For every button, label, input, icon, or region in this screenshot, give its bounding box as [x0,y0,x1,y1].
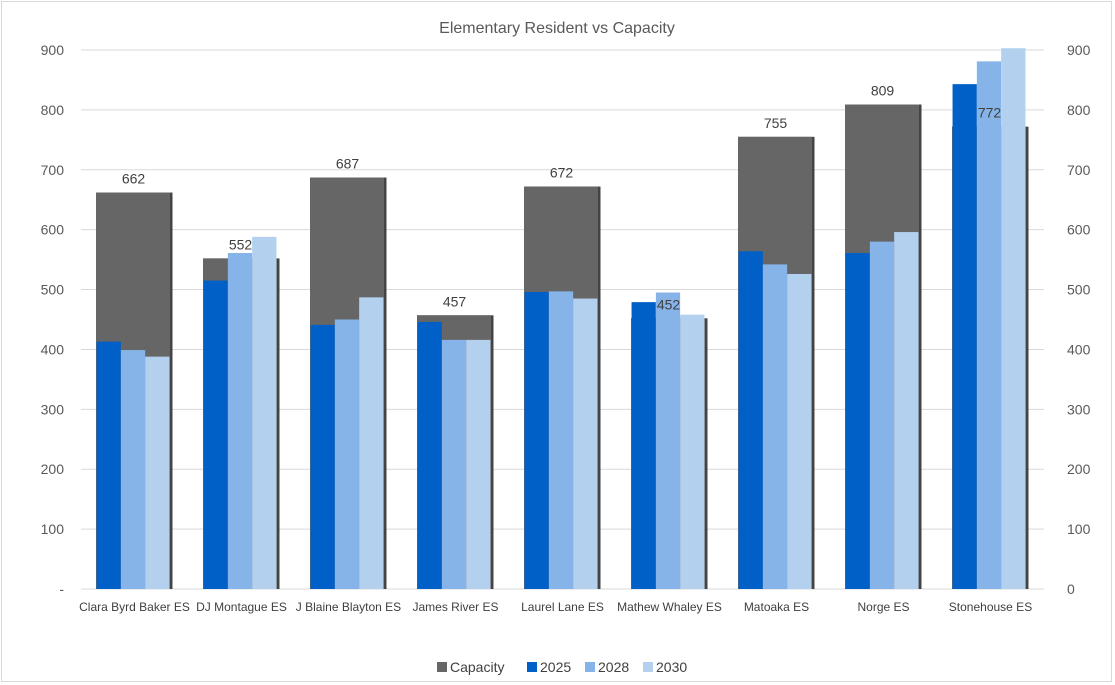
bar-2030[interactable] [894,232,919,589]
right-tick-label: 600 [1067,222,1091,238]
left-axis: - 100 200 300 400 500 600 700 800 900 [41,42,65,597]
capacity-value-label: 772 [978,105,1002,121]
chart-title: Elementary Resident vs Capacity [439,20,675,37]
bar-2025[interactable] [203,280,228,589]
bar-2028[interactable] [441,339,467,589]
right-tick-label: 700 [1067,162,1091,178]
left-tick-label: 900 [41,42,65,58]
capacity-value-labels: 662 552 687 457 672 452 755 809 772 [122,82,1002,312]
bar-2030[interactable] [145,356,170,589]
capacity-value-label: 672 [550,165,574,181]
left-tick-label: 700 [41,162,65,178]
right-tick-label: 200 [1067,461,1091,477]
bar-2025[interactable] [524,291,549,589]
legend-swatch [643,662,653,672]
left-tick-label: 400 [41,341,65,357]
legend-item-capacity[interactable]: Capacity [437,659,504,675]
x-tick-label: Norge ES [857,600,909,614]
legend-label: 2025 [540,659,571,675]
bar-group-j-blaine-blayton-es [310,177,387,590]
capacity-value-label: 452 [657,296,681,312]
capacity-value-label: 755 [764,115,788,131]
bar-2025[interactable] [310,324,335,589]
left-tick-label: 100 [41,521,65,537]
bar-2030[interactable] [359,297,384,589]
bar-2025[interactable] [845,253,870,590]
right-tick-label: 800 [1067,102,1091,118]
bar-2028[interactable] [762,264,788,589]
bar-2025[interactable] [952,84,977,590]
legend-swatch [527,662,537,672]
legend-item-2030[interactable]: 2030 [643,659,687,675]
x-tick-label: Matoaka ES [744,600,809,614]
bar-group-laurel-lane-es [524,186,601,589]
legend-swatch [585,662,595,672]
legend-label: Capacity [450,659,504,675]
bar-group-stonehouse-es [952,48,1029,590]
bar-2030[interactable] [252,236,277,589]
left-tick-label: 300 [41,401,65,417]
legend-label: 2028 [598,659,629,675]
bar-2028[interactable] [548,291,574,589]
bar-group-matoaka-es [738,136,815,590]
capacity-value-label: 687 [336,156,360,172]
right-tick-label: 400 [1067,341,1091,357]
bar-2030[interactable] [573,298,598,589]
left-tick-label: 800 [41,102,65,118]
bar-2025[interactable] [417,321,442,589]
x-tick-label: Stonehouse ES [949,600,1032,614]
right-tick-label: 500 [1067,282,1091,298]
bar-2028[interactable] [655,292,681,589]
right-axis: 0 100 200 300 400 500 600 700 800 900 [1067,42,1091,597]
capacity-value-label: 662 [122,171,146,187]
bar-2025[interactable] [631,302,656,589]
legend-item-2025[interactable]: 2025 [527,659,571,675]
x-tick-label: Clara Byrd Baker ES [79,600,190,614]
bar-2030[interactable] [466,339,491,589]
left-tick-label: 600 [41,222,65,238]
x-tick-label: J Blaine Blayton ES [296,600,401,614]
bar-2025[interactable] [96,341,121,589]
bar-2028[interactable] [334,319,360,590]
legend-swatch [437,662,447,672]
bar-2030[interactable] [680,314,705,589]
bar-2025[interactable] [738,251,763,589]
capacity-value-label: 457 [443,293,467,309]
bar-2030[interactable] [1001,48,1026,590]
legend-label: 2030 [656,659,687,675]
bar-groups [96,48,1029,590]
x-tick-label: DJ Montague ES [196,600,287,614]
bar-group-dj-montague-es [203,236,280,590]
x-tick-label: Laurel Lane ES [521,600,604,614]
bar-2028[interactable] [869,241,895,589]
bar-group-james-river-es [417,315,494,589]
left-tick-label: 200 [41,461,65,477]
bar-2030[interactable] [787,273,812,589]
x-tick-label: Mathew Whaley ES [617,600,722,614]
bar-group-mathew-whaley-es [631,292,708,589]
bar-2028[interactable] [120,350,146,589]
bar-group-clara-byrd-baker-es [96,192,173,589]
capacity-value-label: 552 [229,236,253,252]
legend-item-2028[interactable]: 2028 [585,659,629,675]
right-tick-label: 300 [1067,401,1091,417]
bar-2028[interactable] [227,253,253,590]
x-tick-label: James River ES [412,600,498,614]
left-tick-label: - [59,581,64,597]
x-axis-labels: Clara Byrd Baker ES DJ Montague ES J Blain… [79,600,1032,614]
right-tick-label: 900 [1067,42,1091,58]
right-tick-label: 0 [1067,581,1075,597]
bar-2028[interactable] [976,61,1002,589]
legend[interactable]: Capacity 2025 2028 2030 [437,659,687,675]
bar-group-norge-es [845,104,922,590]
right-tick-label: 100 [1067,521,1091,537]
left-tick-label: 500 [41,282,65,298]
capacity-value-label: 809 [871,82,895,98]
